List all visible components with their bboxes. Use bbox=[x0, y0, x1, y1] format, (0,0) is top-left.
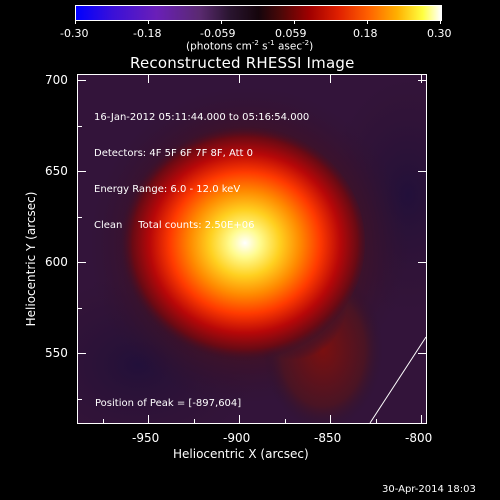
x-tick-label: -850 bbox=[314, 431, 342, 445]
plot-title: Reconstructed RHESSI Image bbox=[130, 54, 355, 72]
y-tick-label: 650 bbox=[45, 164, 68, 178]
colorbar-tick-label: 0.30 bbox=[427, 27, 452, 40]
image-canvas bbox=[78, 75, 426, 423]
image-border bbox=[77, 74, 427, 424]
colorbar-units: (photons cm-2 s-1 asec-2) bbox=[186, 39, 314, 53]
info-line-energy: Energy Range: 6.0 - 12.0 keV bbox=[94, 184, 241, 195]
y-axis-ticks bbox=[78, 75, 426, 423]
x-axis-title: Heliocentric X (arcsec) bbox=[173, 447, 309, 461]
colorbar-tick-label: -0.30 bbox=[60, 27, 89, 40]
y-tick-label: 600 bbox=[45, 255, 68, 269]
info-line-counts: Clean Total counts: 2.50E+06 bbox=[94, 220, 255, 231]
colorbar-ticks bbox=[75, 20, 442, 25]
info-line-time: 16-Jan-2012 05:11:44.000 to 05:16:54.000 bbox=[94, 112, 310, 123]
footer-timestamp: 30-Apr-2014 18:03 bbox=[382, 484, 476, 495]
colorbar-tick-label: -0.059 bbox=[200, 27, 236, 40]
info-text: 16-Jan-2012 05:11:44.000 to 05:16:54.000… bbox=[94, 88, 309, 256]
x-tick-label: -950 bbox=[132, 431, 160, 445]
peak-position-text: Position of Peak = [-897,604] bbox=[95, 398, 242, 409]
y-tick-label: 550 bbox=[45, 346, 68, 360]
colorbar bbox=[75, 5, 442, 21]
y-axis-title: Heliocentric Y (arcsec) bbox=[24, 191, 38, 327]
info-line-detectors: Detectors: 4F 5F 6F 7F 8F, Att 0 bbox=[94, 148, 254, 159]
limb-line bbox=[369, 336, 426, 423]
colorbar-tick-label: 0.18 bbox=[353, 27, 378, 40]
x-tick-label: -800 bbox=[405, 431, 433, 445]
x-tick-label: -900 bbox=[223, 431, 251, 445]
colorbar-tick-label: 0.059 bbox=[275, 27, 307, 40]
colorbar-tick-label: -0.18 bbox=[133, 27, 162, 40]
rhessi-image: 16-Jan-2012 05:11:44.000 to 05:16:54.000… bbox=[78, 75, 426, 423]
y-tick-label: 700 bbox=[45, 73, 68, 87]
